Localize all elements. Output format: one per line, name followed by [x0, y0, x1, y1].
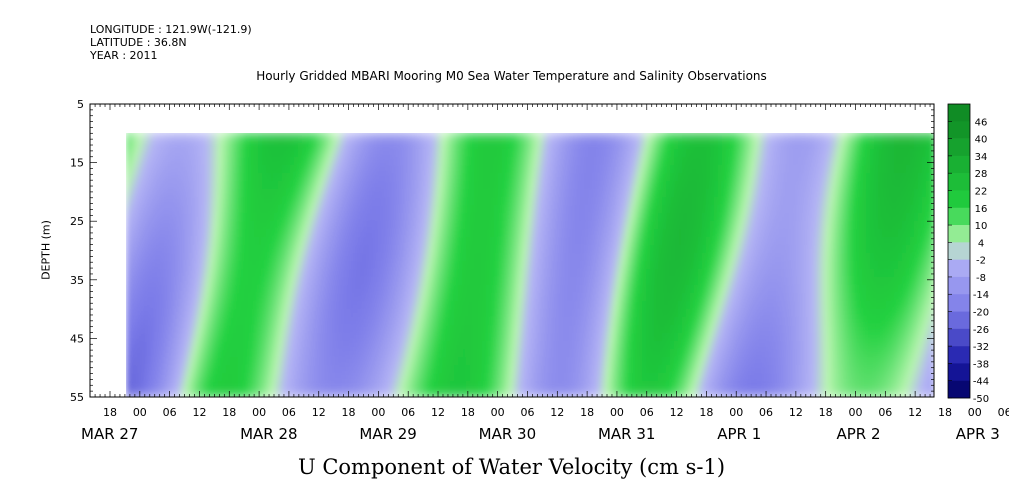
colorbar-swatch: [948, 276, 970, 295]
x-day-label: APR 1: [717, 425, 761, 443]
colorbar-swatch: [948, 363, 970, 381]
x-tick-label: 12: [908, 406, 922, 419]
y-tick-label: 15: [70, 157, 84, 170]
y-tick-label: 25: [70, 215, 84, 228]
colorbar-label: -32: [973, 342, 989, 353]
x-tick-label: 00: [491, 406, 505, 419]
colorbar-label: 46: [975, 117, 988, 128]
x-tick-label: 06: [520, 406, 534, 419]
x-tick-label: 18: [461, 406, 475, 419]
y-tick-label: 55: [70, 391, 84, 404]
x-tick-label: 06: [998, 406, 1009, 419]
colorbar: 46 40 34 28 22 16 10 4 -2 -8 -14 -20 -26 -32 -38 -44 -50: [947, 103, 989, 405]
colorbar-label: 4: [978, 238, 984, 249]
colorbar-swatch: [948, 190, 970, 209]
colorbar-frame: [947, 103, 971, 399]
y-tick-label: 45: [70, 332, 84, 345]
x-tick-label: 00: [729, 406, 743, 419]
colorbar-label: -8: [976, 273, 986, 284]
x-tick-label: 06: [163, 406, 177, 419]
x-tick-label: 00: [133, 406, 147, 419]
x-tick-label: 12: [789, 406, 803, 419]
x-tick-label: 12: [312, 406, 326, 419]
y-tick-label: 5: [77, 98, 84, 111]
x-tick-label: 18: [699, 406, 713, 419]
x-axis-label: U Component of Water Velocity (cm s-1): [297, 455, 726, 479]
colorbar-label: 40: [975, 135, 988, 146]
colorbar-label: 34: [975, 152, 988, 163]
colorbar-label: -38: [973, 359, 989, 370]
x-tick-label: 00: [968, 406, 982, 419]
colorbar-swatch: [948, 155, 970, 174]
x-tick-label: 12: [192, 406, 206, 419]
x-day-label: MAR 31: [598, 425, 655, 443]
x-tick-label: 18: [222, 406, 236, 419]
velocity-field: [126, 133, 934, 397]
x-tick-label: 18: [103, 406, 117, 419]
colorbar-label: -2: [976, 256, 986, 267]
latitude-label: LATITUDE : 36.8N: [90, 36, 187, 49]
colorbar-swatch: [948, 294, 970, 312]
x-tick-label: 18: [342, 406, 356, 419]
colorbar-label: -20: [973, 308, 989, 319]
colorbar-label: -26: [973, 325, 989, 336]
colorbar-swatch: [948, 380, 970, 399]
colorbar-swatch: [948, 328, 970, 347]
x-day-label: MAR 30: [479, 425, 536, 443]
colorbar-swatch: [948, 173, 970, 191]
x-tick-label: 12: [550, 406, 564, 419]
colorbar-label: -14: [973, 290, 989, 301]
x-tick-label: 00: [610, 406, 624, 419]
x-tick-label: 06: [759, 406, 773, 419]
x-tick-label: 12: [431, 406, 445, 419]
year-label: YEAR : 2011: [90, 49, 158, 62]
x-tick-label: 00: [371, 406, 385, 419]
x-tick-label: 06: [282, 406, 296, 419]
x-tick-label: 18: [580, 406, 594, 419]
x-day-label: APR 2: [837, 425, 881, 443]
x-day-label: APR 3: [956, 425, 1000, 443]
colorbar-swatch: [948, 242, 970, 260]
colorbar-swatch: [948, 259, 970, 278]
colorbar-label: -50: [973, 394, 989, 405]
x-tick-label: 00: [252, 406, 266, 419]
colorbar-label: 28: [975, 169, 988, 180]
x-tick-label: 00: [849, 406, 863, 419]
x-tick-label: 06: [640, 406, 654, 419]
colorbar-label: 16: [975, 204, 988, 215]
colorbar-swatch: [948, 121, 970, 139]
colorbar-swatch: [948, 207, 970, 226]
colorbar-swatch: [948, 104, 970, 122]
x-tick-label: 06: [878, 406, 892, 419]
x-tick-label: 12: [670, 406, 684, 419]
x-tick-label: 18: [938, 406, 952, 419]
x-day-label: MAR 29: [359, 425, 416, 443]
colorbar-swatch: [948, 346, 970, 364]
x-day-label: MAR 27: [81, 425, 138, 443]
colorbar-label: -44: [973, 377, 989, 388]
longitude-label: LONGITUDE : 121.9W(-121.9): [90, 23, 252, 36]
y-tick-label: 35: [70, 274, 84, 287]
colorbar-label: 22: [975, 186, 988, 197]
chart-title: Hourly Gridded MBARI Mooring M0 Sea Wate…: [256, 69, 767, 83]
colorbar-swatch: [948, 225, 970, 243]
axes: 18 00 06 12 18 00 06 12 18 00 06 12 18 00 06 12 18 00 06 12…: [70, 98, 1009, 443]
colorbar-swatch: [948, 311, 970, 330]
x-tick-label: 06: [401, 406, 415, 419]
colorbar-label: 10: [975, 221, 988, 232]
colorbar-swatch: [948, 138, 970, 157]
x-day-label: MAR 28: [240, 425, 297, 443]
x-tick-label: 18: [819, 406, 833, 419]
